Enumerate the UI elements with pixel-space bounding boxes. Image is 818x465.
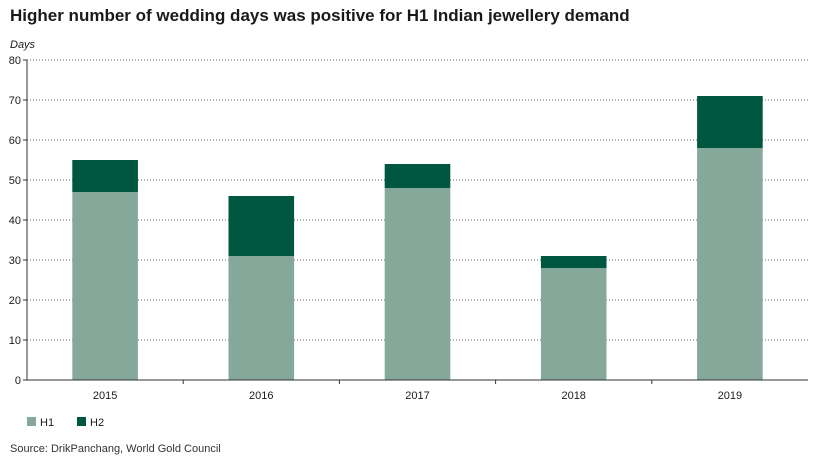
y-tick-label: 10: [9, 335, 21, 347]
y-tick-label: 70: [9, 95, 21, 107]
bar-h2-2016: [228, 196, 295, 256]
y-tick-label: 60: [9, 135, 21, 147]
y-axis-label: Days: [10, 39, 36, 51]
legend-swatch-h2: [77, 417, 86, 426]
bar-h1-2016: [228, 256, 295, 380]
y-tick-label: 40: [9, 215, 21, 227]
bar-h2-2015: [72, 160, 138, 192]
bar-h2-2018: [540, 256, 607, 268]
bar-h1-2015: [72, 192, 138, 380]
x-tick-label: 2017: [405, 390, 429, 402]
legend-swatch-h1: [27, 417, 36, 426]
chart-title: Higher number of wedding days was positi…: [10, 6, 630, 25]
legend-label-h2: H2: [90, 417, 104, 429]
x-tick-label: 2019: [718, 390, 742, 402]
y-tick-label: 30: [9, 255, 21, 267]
x-tick-label: 2018: [561, 390, 585, 402]
bar-h1-2019: [697, 148, 763, 380]
x-tick-label: 2016: [249, 390, 273, 402]
y-tick-labels: 0 10 20 30 40 50 60 70 80: [9, 55, 21, 387]
bar-h1-2018: [540, 268, 607, 380]
legend: H1 H2: [27, 417, 104, 429]
y-tick-label: 80: [9, 55, 21, 67]
y-tick-label: 20: [9, 295, 21, 307]
y-tick-label: 0: [15, 375, 21, 387]
bars: [72, 96, 763, 380]
source-note: Source: DrikPanchang, World Gold Council: [10, 443, 221, 455]
bar-h2-2017: [384, 164, 451, 188]
x-tick-label: 2015: [93, 390, 117, 402]
y-tick-label: 50: [9, 175, 21, 187]
x-tick-labels: 2015 2016 2017 2018 2019: [93, 390, 742, 402]
bar-h2-2019: [697, 96, 763, 148]
axes: [23, 59, 808, 384]
bar-h1-2017: [384, 188, 451, 380]
legend-label-h1: H1: [40, 417, 54, 429]
